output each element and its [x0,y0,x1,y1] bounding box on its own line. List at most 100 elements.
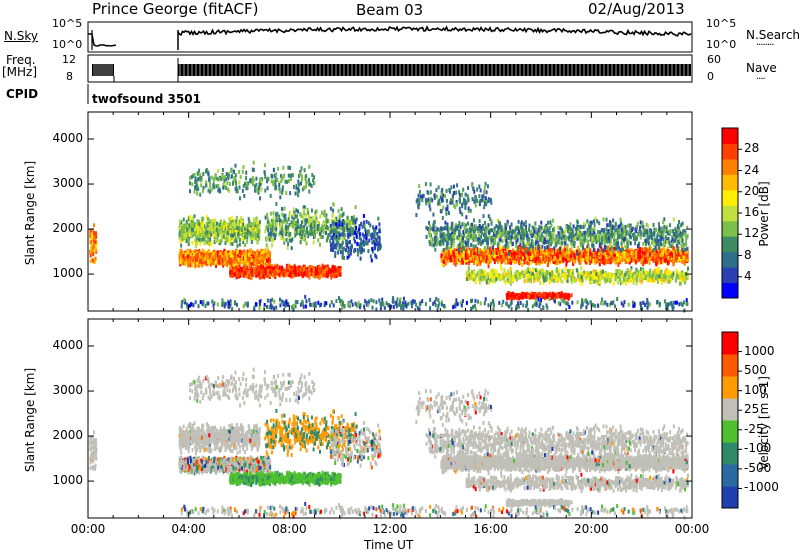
power-cell [335,222,338,227]
power-cell [253,258,256,263]
power-cell [343,236,346,241]
power-cell [237,257,240,262]
power-cell [239,226,242,231]
power-cell [349,232,351,237]
power-cell [310,267,313,272]
power-cell [281,188,284,193]
power-cell [339,232,342,237]
power-cell [329,206,332,211]
power-cell [314,234,317,239]
power-cell [201,216,204,221]
power-cell [313,267,315,272]
power-cell [187,260,190,265]
power-cell [218,177,221,182]
power-cell [261,268,264,273]
power-cell [289,232,292,236]
power-cell [198,263,201,268]
power-cell [330,247,333,252]
power-cell [249,227,252,232]
power-cell [252,254,255,259]
power-cell [337,250,339,255]
power-cell [341,213,344,218]
power-cell [339,220,342,225]
power-cell [293,184,295,189]
power-cell [306,270,309,275]
power-cell [333,217,336,222]
power-cell [238,242,241,247]
power-cell [331,221,334,226]
power-cell [288,212,291,217]
power-cell [299,224,302,229]
power-cell [232,181,234,186]
power-cell [327,270,330,275]
power-cell [178,219,181,224]
power-cell [196,171,199,176]
power-cell [206,230,209,235]
power-cell [292,212,295,217]
power-cell [263,163,266,168]
power-cell [319,214,322,219]
power-cell [330,269,333,274]
power-cell [297,268,300,273]
power-cell [209,184,212,189]
power-cell [266,269,269,274]
power-cell [302,208,305,213]
power-cell [271,266,274,271]
power-cell [266,237,269,241]
power-cell [264,248,267,253]
power-cell [269,224,272,229]
power-cell [232,222,234,227]
power-cell [250,258,253,263]
power-cell [275,201,278,206]
power-cell [226,231,229,235]
power-cell [266,245,269,250]
power-cell [354,205,357,210]
power-cell [329,223,332,228]
power-cell [297,193,300,198]
power-cell [287,173,290,178]
power-cell [323,269,326,273]
power-cell [302,237,305,241]
power-cell [254,227,257,232]
power-cell [319,269,322,274]
power-cell [222,185,225,190]
power-cell [279,195,282,200]
power-cell [271,243,273,248]
power-cell [200,228,203,233]
power-cell [187,239,190,244]
power-cell [241,237,244,242]
power-cell [218,222,221,227]
power-cell [346,215,349,220]
power-cell [294,233,297,238]
power-cell [308,189,311,194]
power-cell [252,233,255,238]
power-cell [248,264,251,269]
power-cell [312,178,315,183]
power-cell [305,241,308,246]
power-cell [266,186,269,191]
power-cell [196,253,199,258]
power-cell [233,232,236,237]
power-cell [202,250,205,255]
power-cell [224,222,227,227]
power-cell [288,178,290,183]
power-cell [212,224,215,229]
power-cell [250,250,253,255]
power-cell [222,234,225,239]
power-cell [277,166,280,171]
power-cell [227,187,229,192]
power-cell [371,240,374,245]
power-cell [269,273,271,278]
noise-trace [88,25,692,50]
power-cell [297,179,300,184]
power-cell [360,240,363,245]
power-cell [284,273,287,278]
power-cell [191,241,194,245]
power-cell [221,222,224,226]
power-cell [266,224,269,229]
power-cell [341,247,344,252]
power-cell [340,243,343,248]
power-cell [288,238,291,243]
power-cell [257,190,260,195]
power-cell [358,224,361,229]
